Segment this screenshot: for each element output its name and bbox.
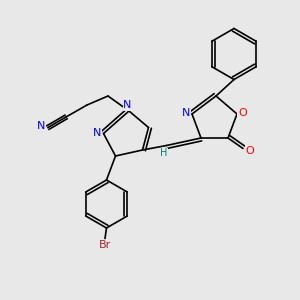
Text: N: N [93, 128, 101, 139]
Text: Br: Br [99, 240, 111, 250]
Text: O: O [238, 107, 247, 118]
Text: N: N [182, 107, 190, 118]
Text: O: O [245, 146, 254, 156]
Text: H: H [160, 148, 167, 158]
Text: N: N [37, 121, 46, 131]
Text: N: N [123, 100, 132, 110]
